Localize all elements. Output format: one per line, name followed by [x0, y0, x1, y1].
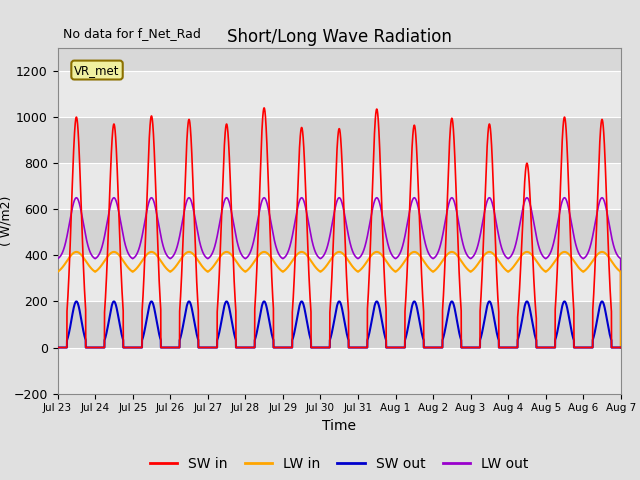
Text: No data for f_Net_Rad: No data for f_Net_Rad	[63, 27, 201, 40]
Text: VR_met: VR_met	[74, 63, 120, 76]
Bar	[58, 117, 621, 163]
Bar	[58, 301, 621, 348]
Bar	[58, 209, 621, 255]
X-axis label: Time: Time	[322, 419, 356, 433]
Bar	[58, 348, 621, 394]
Bar	[58, 163, 621, 209]
Y-axis label: ( W/m2): ( W/m2)	[0, 196, 12, 246]
Bar	[58, 71, 621, 117]
Bar	[58, 255, 621, 301]
Title: Short/Long Wave Radiation: Short/Long Wave Radiation	[227, 28, 452, 47]
Legend: SW in, LW in, SW out, LW out: SW in, LW in, SW out, LW out	[144, 451, 534, 477]
